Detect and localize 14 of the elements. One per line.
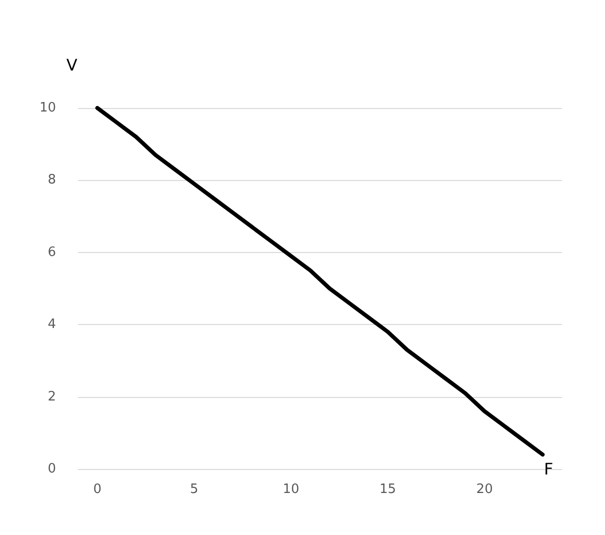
y-tick-label: 10 — [39, 100, 56, 116]
x-tick-label: 5 — [190, 482, 198, 497]
y-tick-label: 8 — [48, 172, 56, 188]
y-tick-label: 0 — [48, 462, 56, 476]
x-tick-label: 20 — [476, 482, 493, 497]
x-tick-label: 0 — [93, 482, 102, 497]
y-axis-title: V — [66, 56, 78, 74]
x-tick-label: 10 — [282, 482, 300, 497]
y-tick-label: 2 — [48, 389, 56, 404]
y-tick-label: 4 — [48, 317, 56, 332]
line-series — [95, 106, 545, 457]
x-tick-label: 15 — [379, 482, 396, 497]
x-axis-title: F — [544, 460, 554, 478]
y-tick-label: 6 — [48, 244, 56, 260]
